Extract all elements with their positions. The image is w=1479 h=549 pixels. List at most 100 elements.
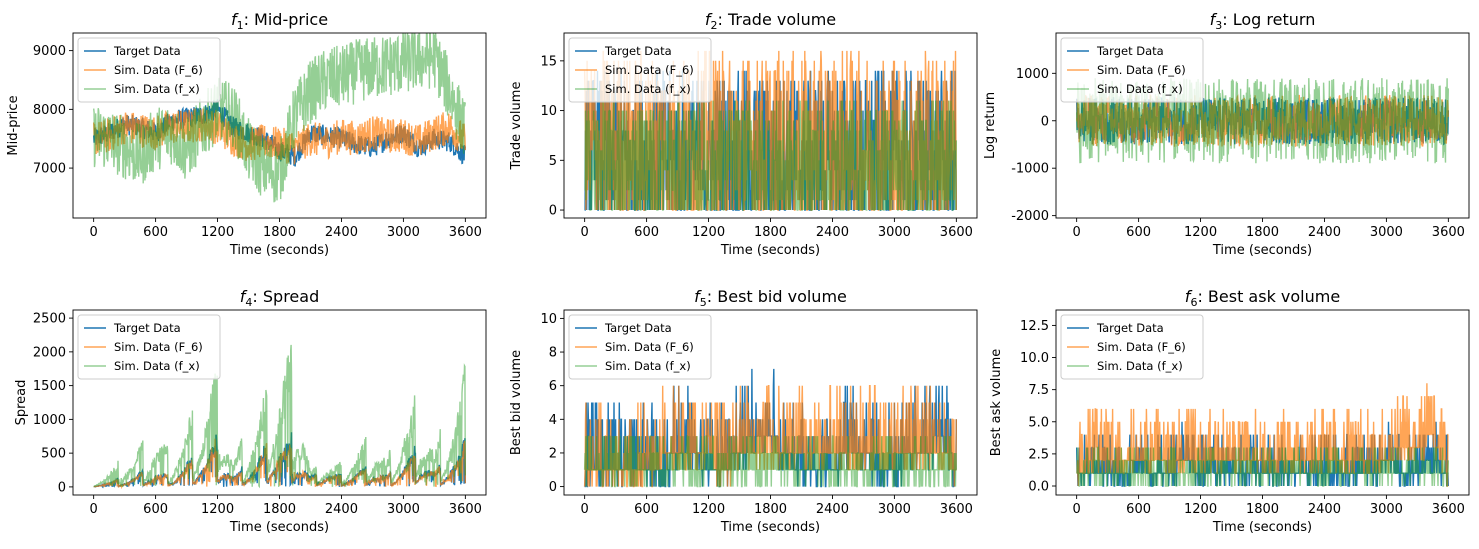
legend-label-1: Target Data bbox=[1096, 44, 1164, 58]
x-tick-label: 1800 bbox=[1246, 225, 1279, 240]
title-subscript: 3 bbox=[1215, 19, 1222, 32]
legend-label-1: Target Data bbox=[604, 321, 672, 335]
legend-label-3: Sim. Data (f_x) bbox=[114, 82, 200, 96]
y-tick-label: 9000 bbox=[33, 44, 66, 59]
legend-box bbox=[568, 37, 712, 103]
legend-box bbox=[1060, 314, 1204, 380]
x-tick-label: 3000 bbox=[878, 225, 911, 240]
y-tick-label: 10 bbox=[540, 104, 557, 119]
y-tick-label: 2 bbox=[549, 446, 557, 461]
x-tick-label: 3600 bbox=[449, 502, 482, 517]
x-tick-label: 2400 bbox=[1308, 225, 1341, 240]
x-axis-label: Time (seconds) bbox=[720, 243, 820, 258]
plot-area bbox=[583, 50, 957, 211]
legend-label-2: Sim. Data (F_6) bbox=[1097, 340, 1186, 354]
legend-label-1: Target Data bbox=[604, 44, 672, 58]
y-tick-label: 10.0 bbox=[1020, 351, 1049, 366]
chart-title: f4: Spread bbox=[240, 287, 319, 309]
x-tick-label: 1800 bbox=[754, 502, 787, 517]
y-tick-label: 0 bbox=[549, 480, 557, 495]
y-tick-label: 10 bbox=[540, 312, 557, 327]
x-tick-label: 0 bbox=[581, 502, 589, 517]
legend-label-3: Sim. Data (f_x) bbox=[1097, 359, 1183, 373]
x-axis-label: Time (seconds) bbox=[1212, 520, 1312, 535]
y-tick-label: 2000 bbox=[33, 345, 66, 360]
y-axis-label: Trade volume bbox=[509, 82, 524, 171]
x-tick-label: 1800 bbox=[263, 225, 296, 240]
series-line-3 bbox=[583, 435, 957, 488]
title-symbol: f bbox=[231, 10, 239, 29]
x-tick-label: 3600 bbox=[449, 225, 482, 240]
legend: Target Data Sim. Data (F_6) Sim. Data (f_x… bbox=[1060, 314, 1204, 380]
title-text: : Spread bbox=[252, 287, 319, 306]
x-tick-label: 600 bbox=[1126, 225, 1151, 240]
chart-panel-2: 0 600 1200 1800 2400 3000 3600 0 5 10 15 Time (seco… bbox=[509, 10, 978, 258]
legend-label-1: Target Data bbox=[1096, 321, 1164, 335]
title-symbol: f bbox=[240, 287, 248, 306]
x-axis-label: Time (seconds) bbox=[720, 520, 820, 535]
chart-panel-5: 0 600 1200 1800 2400 3000 3600 0 2 4 6 8 10 Time (sec… bbox=[509, 287, 978, 535]
legend: Target Data Sim. Data (F_6) Sim. Data (f_x… bbox=[568, 37, 712, 103]
x-tick-label: 3000 bbox=[387, 225, 420, 240]
y-tick-label: 500 bbox=[41, 447, 66, 462]
chart-title: f3: Log return bbox=[1210, 10, 1316, 32]
y-axis-label: Mid-price bbox=[6, 95, 21, 155]
x-tick-label: 600 bbox=[634, 225, 659, 240]
y-tick-label: 0.0 bbox=[1028, 480, 1049, 495]
plot-area bbox=[93, 33, 466, 203]
legend-label-2: Sim. Data (F_6) bbox=[605, 63, 694, 77]
legend: Target Data Sim. Data (F_6) Sim. Data (f_x… bbox=[1060, 37, 1204, 103]
title-text: : Trade volume bbox=[718, 10, 837, 29]
y-tick-label: 1000 bbox=[33, 413, 66, 428]
series-line-3 bbox=[93, 33, 466, 203]
x-tick-label: 0 bbox=[581, 225, 589, 240]
title-symbol: f bbox=[1185, 287, 1193, 306]
legend-box bbox=[1060, 37, 1204, 103]
x-tick-label: 3600 bbox=[940, 225, 973, 240]
title-subscript: 6 bbox=[1190, 296, 1197, 309]
x-tick-label: 1200 bbox=[1184, 225, 1217, 240]
x-tick-label: 2400 bbox=[816, 502, 849, 517]
x-tick-label: 1800 bbox=[1246, 502, 1279, 517]
title-symbol: f bbox=[705, 10, 713, 29]
legend-label-2: Sim. Data (F_6) bbox=[114, 63, 203, 77]
x-tick-label: 600 bbox=[634, 502, 659, 517]
title-text: : Mid-price bbox=[244, 10, 328, 29]
legend-box bbox=[77, 37, 221, 103]
x-tick-label: 0 bbox=[90, 225, 98, 240]
x-tick-label: 600 bbox=[143, 225, 168, 240]
x-tick-label: 1200 bbox=[692, 502, 725, 517]
title-subscript: 2 bbox=[711, 19, 718, 32]
y-tick-label: 6 bbox=[549, 379, 557, 394]
title-subscript: 5 bbox=[700, 296, 707, 309]
legend-label-2: Sim. Data (F_6) bbox=[1097, 63, 1186, 77]
y-tick-label: -2000 bbox=[1011, 209, 1049, 224]
x-tick-label: 0 bbox=[90, 502, 98, 517]
chart-title: f6: Best ask volume bbox=[1185, 287, 1340, 309]
x-tick-label: 1200 bbox=[201, 225, 234, 240]
y-tick-label: 4 bbox=[549, 413, 557, 428]
plot-area bbox=[583, 368, 957, 488]
x-tick-label: 1200 bbox=[692, 225, 725, 240]
y-tick-label: 2500 bbox=[33, 312, 66, 327]
title-subscript: 4 bbox=[245, 296, 252, 309]
y-axis-label: Spread bbox=[14, 380, 29, 426]
x-axis-label: Time (seconds) bbox=[1212, 243, 1312, 258]
chart-title: f1: Mid-price bbox=[231, 10, 328, 32]
series-line-3 bbox=[1076, 446, 1449, 487]
chart-panel-4: 0 600 1200 1800 2400 3000 3600 0 500 1000 1500 2000… bbox=[14, 287, 487, 535]
y-tick-label: 0 bbox=[549, 204, 557, 219]
legend-label-3: Sim. Data (f_x) bbox=[114, 359, 200, 373]
x-tick-label: 600 bbox=[143, 502, 168, 517]
legend-label-3: Sim. Data (f_x) bbox=[605, 359, 691, 373]
legend-label-1: Target Data bbox=[113, 44, 181, 58]
x-tick-label: 3600 bbox=[1432, 502, 1465, 517]
x-tick-label: 1200 bbox=[1184, 502, 1217, 517]
y-tick-label: -1000 bbox=[1011, 162, 1049, 177]
y-tick-label: 5 bbox=[549, 154, 557, 169]
plot-area bbox=[1076, 77, 1449, 164]
x-tick-label: 3000 bbox=[1370, 225, 1403, 240]
chart-title: f2: Trade volume bbox=[705, 10, 836, 32]
legend-label-1: Target Data bbox=[113, 321, 181, 335]
